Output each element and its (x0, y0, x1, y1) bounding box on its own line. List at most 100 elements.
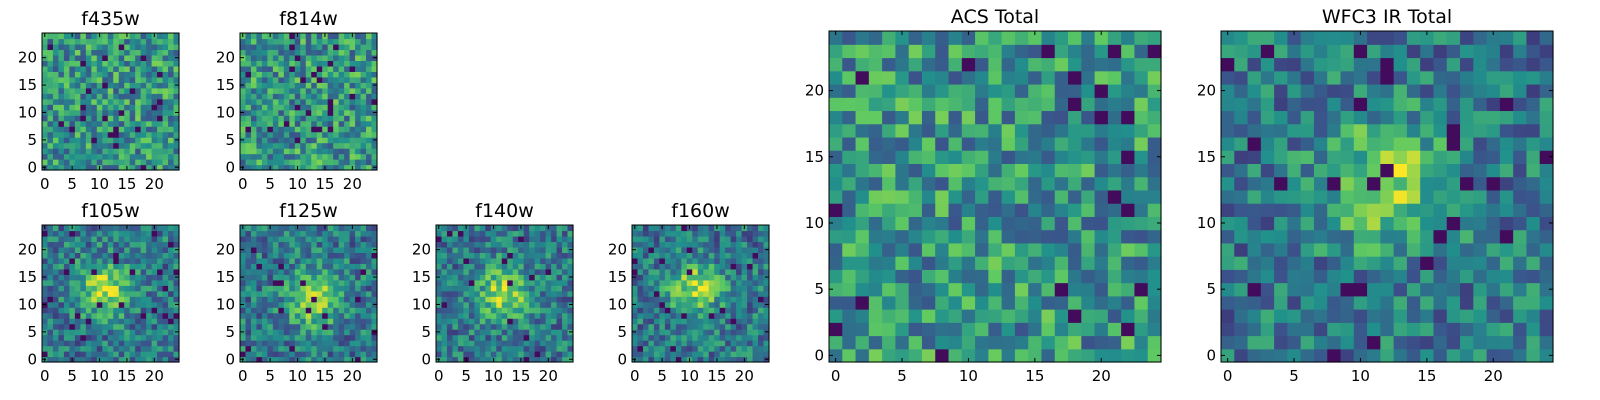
heatmap-cell (80, 148, 87, 155)
heatmap-cell (1367, 163, 1381, 178)
heatmap-cell (52, 274, 60, 281)
heatmap-cell (58, 38, 65, 45)
heatmap-cell (107, 49, 114, 56)
heatmap-cell (988, 136, 1003, 151)
heatmap-cell (545, 351, 552, 358)
heatmap-cell (697, 307, 704, 314)
heatmap-cell (300, 340, 307, 347)
heatmap-cell (556, 307, 563, 314)
heatmap-cell (349, 351, 356, 358)
heatmap-cell (1287, 216, 1302, 231)
heatmap-image (632, 225, 770, 363)
heatmap-cell (91, 340, 98, 347)
heatmap-cell (278, 252, 285, 259)
heatmap-cell (283, 225, 290, 232)
heatmap-cell (47, 76, 54, 83)
heatmap-cell (1221, 322, 1235, 337)
heatmap-cell (63, 60, 70, 67)
heatmap-cell (921, 70, 936, 85)
heatmap-cell (349, 263, 356, 270)
heatmap-cell (333, 257, 340, 264)
heatmap-cell (69, 307, 76, 314)
heatmap-cell (366, 225, 373, 232)
heatmap-cell (63, 109, 70, 116)
heatmap-cell (1147, 203, 1162, 217)
heatmap-cell (162, 246, 169, 253)
heatmap-cell (107, 38, 114, 45)
heatmap-cell (741, 252, 748, 259)
heatmap-cell (371, 345, 378, 352)
heatmap-cell (107, 257, 114, 264)
heatmap-cell (1134, 242, 1149, 257)
heatmap-cell (58, 87, 65, 94)
heatmap-cell (452, 263, 459, 270)
heatmap-cell (1340, 229, 1355, 244)
heatmap-cell (1028, 163, 1043, 178)
heatmap-cell (714, 323, 721, 330)
heatmap-cell (1460, 189, 1474, 204)
heatmap-cell (719, 312, 726, 319)
heatmap-cell (47, 345, 54, 352)
heatmap-cell (653, 307, 660, 314)
heatmap-cell (485, 351, 492, 358)
heatmap-cell (74, 241, 81, 248)
heatmap-cell (140, 148, 147, 155)
heatmap-cell (540, 329, 547, 336)
heatmap-cell (69, 60, 76, 67)
heatmap-cell (512, 257, 519, 264)
heatmap-cell (135, 241, 142, 248)
heatmap-cell (741, 268, 748, 275)
heatmap-cell (107, 345, 114, 352)
heatmap-cell (457, 301, 464, 308)
heatmap-cell (140, 164, 147, 171)
heatmap-cell (529, 279, 536, 286)
heatmap-cell (507, 345, 514, 352)
heatmap-cell (1406, 203, 1421, 217)
heatmap-cell (1446, 256, 1461, 270)
heatmap-cell (240, 279, 247, 286)
heatmap-cell (283, 65, 290, 72)
heatmap-cell (697, 345, 704, 352)
heatmap-cell (311, 54, 318, 61)
heatmap-cell (91, 76, 98, 83)
heatmap-cell (1499, 348, 1514, 363)
heatmap-cell (1313, 269, 1328, 284)
heatmap-cell (240, 87, 247, 94)
heatmap-cell (91, 98, 98, 105)
heatmap-cell (124, 257, 131, 264)
heatmap-cell (135, 120, 142, 127)
heatmap-cell (1081, 136, 1096, 151)
heatmap-cell (327, 126, 334, 133)
heatmap-cell (908, 309, 923, 323)
heatmap-cell (730, 246, 737, 253)
heatmap-cell (278, 307, 285, 314)
heatmap-cell (1513, 229, 1528, 244)
heatmap-cell (479, 345, 486, 352)
heatmap-cell (371, 33, 378, 40)
heatmap-cell (360, 137, 367, 144)
x-tick-label: 20 (1092, 367, 1111, 385)
heatmap-cell (96, 241, 103, 248)
heatmap-cell (250, 82, 258, 89)
heatmap-cell (1121, 335, 1136, 350)
heatmap-cell (501, 230, 508, 237)
heatmap-cell (305, 33, 312, 40)
heatmap-cell (47, 268, 54, 275)
heatmap-cell (42, 43, 49, 51)
y-tick-label: 5 (27, 323, 37, 341)
heatmap-cell (157, 60, 164, 67)
heatmap-cell (250, 54, 258, 61)
heatmap-cell (1460, 322, 1474, 337)
heatmap-cell (96, 76, 103, 83)
heatmap-cell (267, 307, 274, 314)
heatmap-cell (763, 263, 770, 270)
heatmap-cell (173, 263, 180, 270)
heatmap-cell (355, 38, 362, 45)
heatmap-cell (250, 279, 258, 286)
heatmap-cell (1028, 348, 1043, 363)
heatmap-cell (85, 334, 92, 341)
heatmap-cell (250, 334, 258, 341)
heatmap-cell (1420, 256, 1435, 270)
heatmap-cell (474, 301, 481, 308)
heatmap-cell (157, 71, 164, 78)
